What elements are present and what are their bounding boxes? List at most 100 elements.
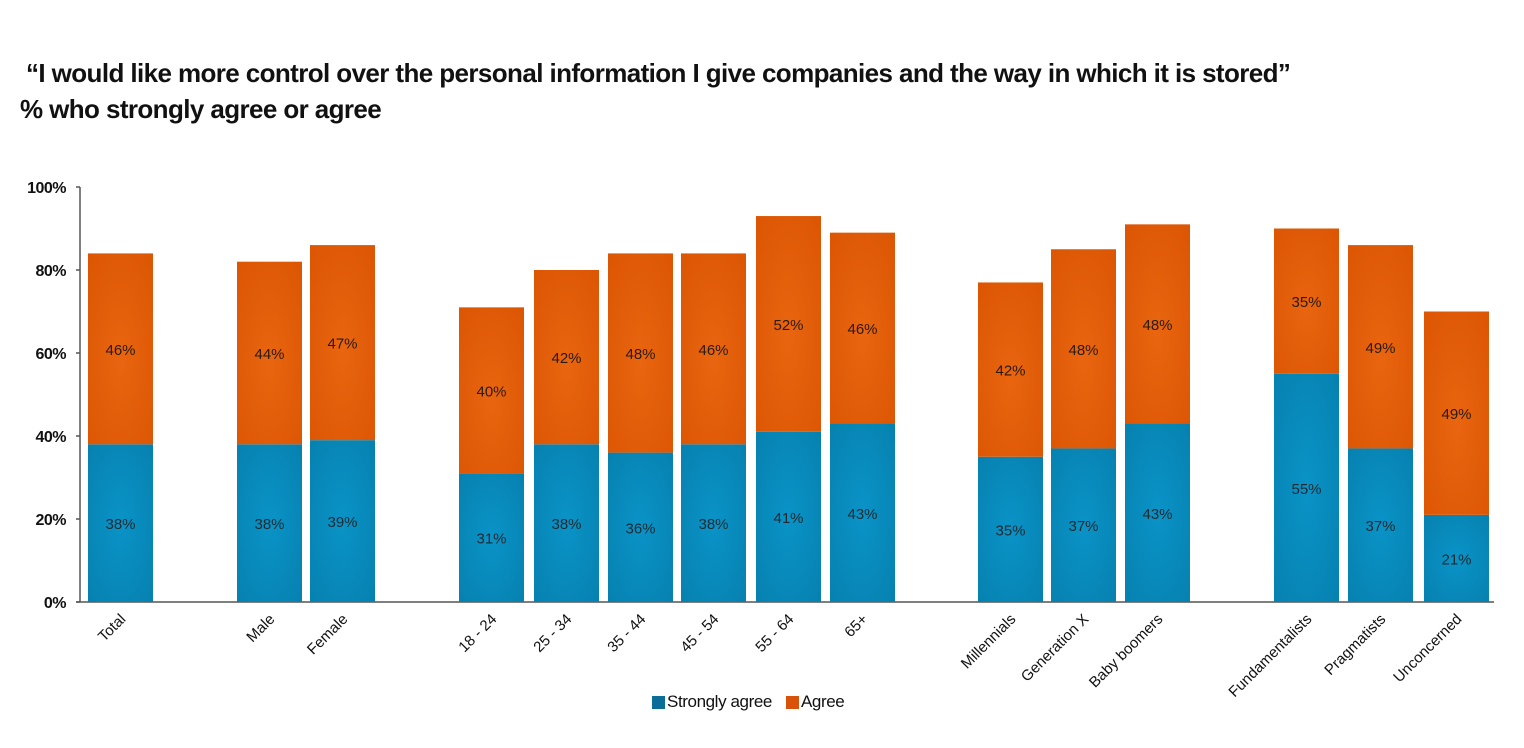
legend-label-agree: Agree [800,692,845,711]
bar-strongly-agree [459,473,524,602]
bar-agree [1348,245,1413,449]
bar-agree [756,216,821,432]
bar-group: 39% 47% [310,245,375,602]
data-label-agree: 44% [254,346,284,363]
bar-group: 36% 48% [608,253,673,602]
y-tick-label: 60% [35,346,66,363]
data-label-strongly-agree: 55% [1291,481,1321,498]
data-label-strongly-agree: 36% [625,520,655,537]
bar-group: 37% 48% [1051,249,1116,602]
bar-agree [1051,249,1116,449]
legend-swatch-agree [785,695,799,709]
legend-item-agree: Agree [785,692,845,712]
bar-agree [310,245,375,441]
data-label-agree: 46% [847,321,877,338]
data-label-agree: 52% [773,317,803,334]
chart-title: “I would like more control over the pers… [26,58,1291,88]
bar-agree [608,253,673,453]
data-label-agree: 48% [1142,317,1172,334]
legend-label-strongly-agree: Strongly agree [667,692,772,711]
y-tick-label: 100% [27,180,66,197]
x-tick-label: Fundamentalists [1225,611,1315,701]
bar-strongly-agree [608,452,673,602]
bar-strongly-agree [830,423,895,602]
y-tick-label: 20% [35,512,66,529]
data-label-strongly-agree: 43% [1142,506,1172,523]
data-label-agree: 48% [1068,342,1098,359]
bar-agree [978,282,1043,457]
x-tick-label: 25 - 34 [530,611,575,656]
data-label-agree: 49% [1365,340,1395,357]
x-tick-label: Total [95,611,129,645]
data-label-strongly-agree: 38% [105,516,135,533]
bar-group: 43% 46% [830,232,895,602]
data-label-strongly-agree: 41% [773,510,803,527]
bar-group: 38% 46% [681,253,746,602]
x-tick-label: 65+ [841,611,871,641]
bar-strongly-agree [1274,373,1339,602]
bar-group: 21% 49% [1424,311,1489,602]
bar-agree [681,253,746,445]
bar-group: 43% 48% [1125,224,1190,602]
data-label-strongly-agree: 37% [1068,518,1098,535]
data-label-agree: 48% [625,346,655,363]
legend-item-strongly-agree: Strongly agree [652,692,772,712]
x-tick-label: Generation X [1018,611,1093,686]
x-tick-label: Male [243,611,278,646]
data-label-strongly-agree: 38% [698,516,728,533]
bar-strongly-agree [1424,514,1489,602]
bar-agree [88,253,153,445]
data-label-strongly-agree: 31% [476,531,506,548]
data-label-agree: 42% [995,363,1025,380]
x-tick-label: 55 - 64 [752,611,797,656]
data-label-strongly-agree: 21% [1441,551,1471,568]
x-axis-labels: Total Male Female 18 - 24 25 - 34 35 - 44 45 -… [95,611,1465,701]
bar-strongly-agree [88,444,153,602]
bar-strongly-agree [756,431,821,602]
bar-strongly-agree [1051,448,1116,602]
x-tick-label: 45 - 54 [677,611,722,656]
bar-agree [1424,311,1489,515]
bar-agree [534,270,599,445]
bars: 38% 46% 38% 44% 39% 47% 31% 40% 38% 42% 36% 48% 38% 4… [88,216,1489,602]
bar-strongly-agree [978,456,1043,602]
x-tick-label: Unconcerned [1390,611,1465,686]
x-tick-label: Female [304,611,351,658]
bar-group: 38% 46% [88,253,153,602]
y-axis: 0% 20% 40% 60% 80% 100% [27,180,1494,612]
bar-group: 38% 42% [534,270,599,602]
x-tick-label: 35 - 44 [604,611,649,656]
bar-strongly-agree [237,444,302,602]
data-label-strongly-agree: 37% [1365,518,1395,535]
data-label-strongly-agree: 43% [847,506,877,523]
bar-strongly-agree [534,444,599,602]
data-label-agree: 46% [698,342,728,359]
bar-agree [1125,224,1190,424]
data-label-agree: 46% [105,342,135,359]
chart-subtitle: % who strongly agree or agree [20,94,382,124]
bar-agree [1274,228,1339,374]
legend-swatch-strongly-agree [652,695,665,709]
data-label-agree: 49% [1441,406,1471,423]
bar-agree [237,261,302,445]
y-tick-label: 0% [44,595,66,612]
bar-group: 35% 42% [978,282,1043,602]
data-label-strongly-agree: 39% [327,514,357,531]
y-tick-label: 80% [35,263,66,280]
bar-strongly-agree [1348,448,1413,602]
bar-strongly-agree [310,440,375,602]
data-label-strongly-agree: 35% [995,522,1025,539]
bar-group: 31% 40% [459,307,524,602]
bar-strongly-agree [1125,423,1190,602]
bar-agree [459,307,524,474]
data-label-agree: 42% [551,350,581,367]
legend: Strongly agree Agree [652,692,858,712]
data-label-strongly-agree: 38% [551,516,581,533]
x-tick-label: Pragmatists [1321,611,1389,679]
bar-agree [830,232,895,424]
bar-strongly-agree [681,444,746,602]
bar-group: 55% 35% [1274,228,1339,602]
bar-group: 41% 52% [756,216,821,602]
data-label-agree: 40% [476,383,506,400]
